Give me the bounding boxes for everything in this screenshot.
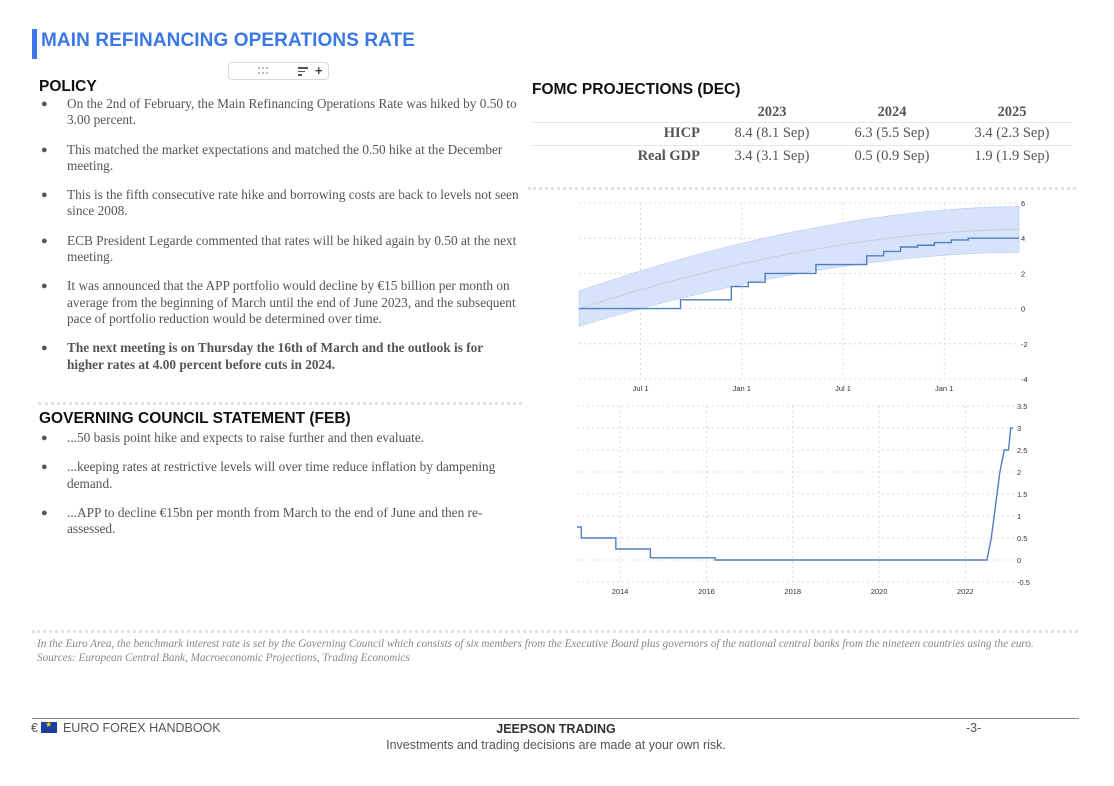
x-tick-label: Jan 1	[733, 384, 751, 393]
policy-heading: POLICY	[39, 78, 97, 95]
x-tick-label: Jul 1	[835, 384, 851, 393]
table-row: Real GDP 3.4 (3.1 Sep) 0.5 (0.9 Sep) 1.9…	[532, 144, 1072, 168]
table-cell: 3.4 (3.1 Sep)	[712, 144, 832, 168]
list-item: ● ...APP to decline €15bn per month from …	[41, 504, 483, 537]
section-divider	[528, 187, 1076, 190]
y-tick-label: 2.5	[1017, 446, 1027, 455]
y-tick-label: 1.5	[1017, 490, 1027, 499]
x-tick-label: 2022	[957, 587, 974, 596]
footer-divider	[32, 718, 1079, 719]
x-tick-label: 2016	[698, 587, 715, 596]
y-tick-label: -0.5	[1017, 578, 1030, 587]
forecast-midline	[578, 229, 1020, 309]
handbook-title: EURO FOREX HANDBOOK	[62, 721, 221, 735]
y-tick-label: 2	[1021, 269, 1025, 278]
table-cell: 3.4 (2.3 Sep)	[952, 121, 1072, 145]
y-tick-label: 0	[1017, 556, 1021, 565]
list-item: ● ...keeping rates at restrictive levels …	[41, 459, 496, 491]
toolbar-widget[interactable]: +	[228, 62, 329, 80]
footnote: In the Euro Area, the benchmark interest…	[37, 638, 1077, 665]
page-number: -3-	[966, 721, 982, 735]
table-cell: 8.4 (8.1 Sep)	[712, 121, 832, 145]
table-cell: 1.9 (1.9 Sep)	[952, 144, 1072, 168]
table-row: HICP 8.4 (8.1 Sep) 6.3 (5.5 Sep) 3.4 (2.…	[532, 121, 1072, 145]
statement-heading: GOVERNING COUNCIL STATEMENT (FEB)	[39, 410, 351, 427]
table-header-year: 2023	[757, 104, 787, 121]
section-divider	[38, 402, 522, 405]
table-header-row: 2023 2024 2025	[532, 104, 1072, 122]
table-header-year: 2024	[877, 104, 907, 121]
page-title: MAIN REFINANCING OPERATIONS RATE	[41, 30, 416, 51]
policy-bullet-list: ● On the 2nd of February, the Main Refina…	[39, 96, 521, 386]
footnote-text: In the Euro Area, the benchmark interest…	[37, 638, 1034, 650]
history-chart: 3.5 3 2.5 2 1.5 1 0.5 0 -0.5 2014 2016 2018 2020 2022	[577, 402, 1030, 596]
table-header-year: 2025	[997, 104, 1027, 121]
y-tick-label: 4	[1021, 234, 1025, 243]
forecast-chart: 6 4 2 0 -2 -4 Jul 1 Jan 1 Jul 1 Jan 1	[578, 199, 1028, 393]
footer-brand: JEEPSON TRADING Investments and trading …	[380, 721, 732, 753]
footer-handbook: € EURO FOREX HANDBOOK	[31, 720, 221, 735]
y-tick-label: -4	[1021, 375, 1028, 384]
disclaimer: Investments and trading decisions are ma…	[386, 738, 726, 752]
list-item: ● This is the fifth consecutive rate hike…	[41, 187, 519, 219]
list-item: ● It was announced that the APP portfolio…	[41, 278, 516, 326]
x-tick-label: 2020	[871, 587, 888, 596]
list-item: ● This matched the market expectations an…	[41, 141, 503, 173]
y-tick-label: 2	[1017, 468, 1021, 477]
add-icon[interactable]: +	[315, 63, 323, 78]
title-accent-bar	[32, 29, 37, 59]
x-tick-label: Jan 1	[935, 384, 953, 393]
projections-table: 2023 2024 2025 HICP 8.4 (8.1 Sep) 6.3 (5…	[532, 104, 1072, 168]
list-item: ● ...50 basis point hike and expects to r…	[41, 430, 425, 445]
y-tick-label: 1	[1017, 512, 1021, 521]
table-cell: 0.5 (0.9 Sep)	[832, 144, 952, 168]
table-row-label: Real GDP	[532, 144, 712, 168]
list-item: ● On the 2nd of February, the Main Refina…	[41, 96, 517, 128]
y-tick-label: 3.5	[1017, 402, 1027, 411]
y-tick-label: 0.5	[1017, 534, 1027, 543]
section-divider	[32, 630, 1078, 633]
drag-handle-icon[interactable]	[258, 67, 270, 76]
list-item: ● ECB President Legarde commented that ra…	[41, 232, 517, 265]
statement-bullet-list: ● ...50 basis point hike and expects to r…	[39, 430, 521, 550]
y-tick-label: 3	[1017, 424, 1021, 433]
x-tick-label: Jul 1	[633, 384, 649, 393]
filter-icon[interactable]	[298, 67, 308, 78]
table-header-blank	[532, 104, 712, 122]
y-tick-label: 0	[1021, 305, 1025, 314]
projections-heading: FOMC PROJECTIONS (DEC)	[532, 81, 741, 98]
brand-name: JEEPSON TRADING	[496, 722, 616, 736]
rate-line	[579, 237, 1019, 310]
forecast-band	[578, 206, 1020, 327]
footnote-sources: Sources: European Central Bank, Macroeco…	[37, 651, 410, 664]
currency-symbol: €	[31, 721, 38, 735]
table-row-label: HICP	[532, 121, 712, 145]
list-item: ● The next meeting is on Thursday the 16t…	[41, 340, 483, 372]
y-tick-label: -2	[1021, 340, 1028, 349]
eu-flag-icon	[40, 720, 57, 733]
x-tick-label: 2014	[612, 587, 629, 596]
x-tick-label: 2018	[784, 587, 801, 596]
table-cell: 6.3 (5.5 Sep)	[832, 121, 952, 145]
rate-history-line	[577, 427, 1013, 561]
y-tick-label: 6	[1021, 199, 1025, 208]
